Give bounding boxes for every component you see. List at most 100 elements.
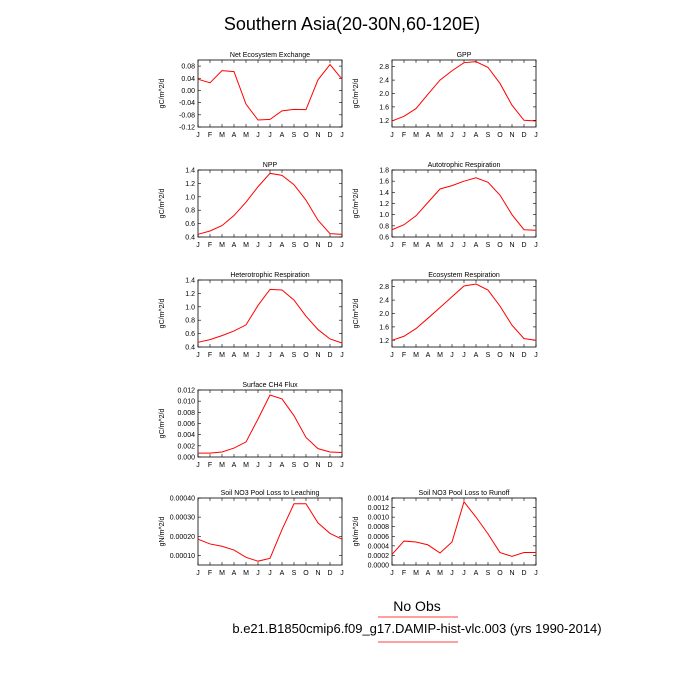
plot-frame (197, 389, 343, 458)
panel-title: Heterotrophic Respiration (230, 272, 309, 279)
x-tick-label: J (196, 242, 200, 249)
x-tick-label: M (437, 570, 443, 577)
x-tick-label: F (208, 352, 212, 359)
x-tick-label: N (509, 132, 514, 139)
x-tick-label: J (450, 570, 454, 577)
x-tick-label: D (521, 242, 526, 249)
x-tick-label: J (534, 242, 538, 249)
panel-title: Soil NO3 Pool Loss to Runoff (419, 490, 510, 497)
y-tick-label: 1.4 (185, 168, 195, 175)
y-axis-label: gC/m^2/d (159, 409, 166, 439)
x-tick-label: J (450, 242, 454, 249)
y-tick-label: 1.8 (379, 168, 389, 175)
series-line (198, 394, 343, 454)
x-tick-label: J (534, 132, 538, 139)
x-tick-label: O (497, 570, 503, 577)
y-tick-label: 0.004 (177, 432, 195, 439)
x-tick-label: J (268, 352, 272, 359)
y-tick-label: 0.0000 (368, 563, 390, 570)
y-tick-label: 0.0008 (368, 524, 390, 531)
x-tick-label: A (280, 132, 285, 139)
x-tick-label: S (292, 132, 297, 139)
x-tick-label: A (426, 132, 431, 139)
x-tick-label: M (243, 242, 249, 249)
x-tick-label: F (208, 132, 212, 139)
x-tick-label: A (474, 242, 479, 249)
x-tick-label: A (232, 242, 237, 249)
x-tick-label: M (219, 462, 225, 469)
y-tick-label: 2.0 (379, 91, 389, 98)
x-tick-label: M (413, 570, 419, 577)
x-tick-label: M (413, 352, 419, 359)
x-tick-label: J (462, 352, 466, 359)
x-tick-label: J (196, 352, 200, 359)
x-tick-label: M (219, 132, 225, 139)
x-tick-label: D (327, 132, 332, 139)
x-tick-label: J (462, 132, 466, 139)
y-tick-label: 0.00040 (170, 496, 195, 503)
series-line (391, 500, 536, 557)
x-tick-label: A (474, 352, 479, 359)
x-tick-label: J (196, 570, 200, 577)
x-tick-label: O (303, 462, 309, 469)
x-tick-label: F (208, 570, 212, 577)
x-tick-label: M (243, 352, 249, 359)
y-tick-label: 1.2 (185, 181, 195, 188)
x-tick-label: M (413, 242, 419, 249)
y-tick-label: 2.4 (379, 298, 389, 305)
figure-title: Southern Asia(20-30N,60-120E) (224, 14, 480, 34)
y-axis-label: gC/m^2/d (353, 299, 360, 329)
y-axis-label: gN/m^2/d (353, 517, 360, 547)
x-tick-label: A (280, 242, 285, 249)
x-tick-label: J (256, 352, 260, 359)
x-tick-label: S (292, 462, 297, 469)
y-tick-label: 1.4 (185, 278, 195, 285)
x-tick-label: A (280, 352, 285, 359)
x-tick-label: F (208, 462, 212, 469)
y-axis-label: gC/m^2/d (159, 189, 166, 219)
x-tick-label: J (462, 242, 466, 249)
y-tick-label: 0.8 (185, 318, 195, 325)
x-tick-label: A (426, 352, 431, 359)
x-tick-label: A (474, 132, 479, 139)
y-tick-label: 1.2 (379, 118, 389, 125)
plot-frame (391, 59, 537, 128)
y-tick-label: 0.00030 (170, 515, 195, 522)
x-tick-label: S (292, 242, 297, 249)
panel-title: Autotrophic Respiration (428, 162, 501, 169)
x-tick-label: M (219, 570, 225, 577)
y-tick-label: 1.2 (185, 291, 195, 298)
y-tick-label: 0.010 (177, 399, 195, 406)
y-tick-label: 1.2 (379, 201, 389, 208)
x-tick-label: M (437, 352, 443, 359)
x-tick-label: D (327, 242, 332, 249)
y-tick-label: 1.6 (379, 324, 389, 331)
x-tick-label: S (486, 132, 491, 139)
x-tick-label: N (315, 352, 320, 359)
x-tick-label: A (426, 242, 431, 249)
caption: b.e21.B1850cmip6.f09_g17.DAMIP-hist-vlc.… (232, 621, 601, 636)
y-tick-label: 0.006 (177, 421, 195, 428)
x-tick-label: J (390, 352, 394, 359)
x-tick-label: J (390, 132, 394, 139)
panel-title: Soil NO3 Pool Loss to Leaching (221, 490, 320, 497)
x-tick-label: O (497, 242, 503, 249)
x-tick-label: A (232, 462, 237, 469)
x-tick-label: J (256, 132, 260, 139)
x-tick-label: M (243, 570, 249, 577)
y-axis-label: gC/m^2/d (159, 299, 166, 329)
x-tick-label: J (534, 570, 538, 577)
x-tick-label: A (280, 462, 285, 469)
x-tick-label: J (196, 462, 200, 469)
plot-frame (391, 279, 537, 348)
x-tick-label: S (486, 352, 491, 359)
x-tick-label: J (340, 132, 344, 139)
y-tick-label: 0.000 (177, 455, 195, 462)
x-tick-label: M (413, 132, 419, 139)
series-line (391, 177, 537, 231)
y-tick-label: 0.002 (177, 443, 195, 450)
